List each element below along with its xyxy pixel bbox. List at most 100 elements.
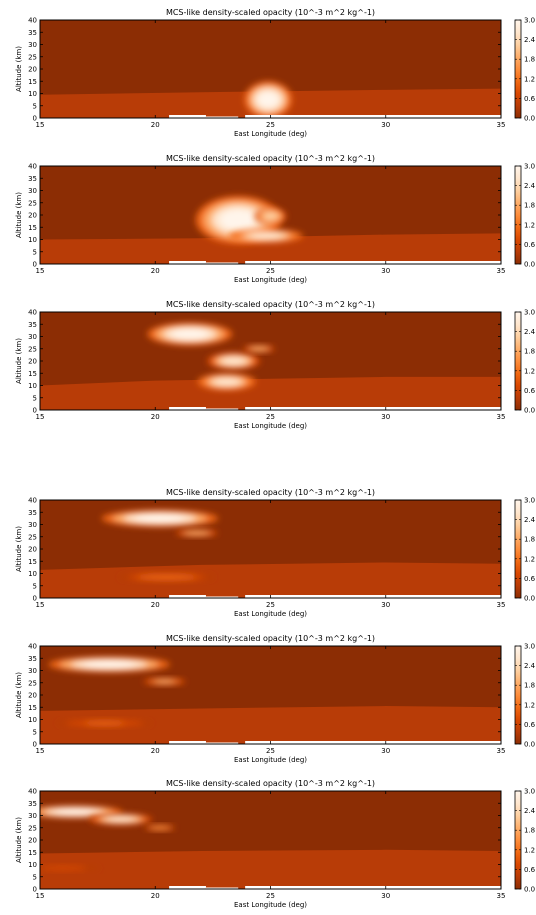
y-tick-label: 5 (33, 102, 37, 110)
y-tick-label: 40 (28, 497, 37, 505)
colorbar-tick-label: 0.0 (524, 407, 535, 415)
y-tick-label: 0 (33, 407, 37, 415)
y-tick-label: 5 (33, 582, 37, 590)
colorbar: 0.0 0.6 1.2 1.8 2.4 3.0 (514, 309, 536, 415)
colorbar-tick-label: 0.0 (524, 741, 535, 749)
surface-dust-layer (40, 562, 501, 598)
dust-cloud-1 (101, 509, 219, 527)
y-tick-label: 35 (28, 321, 37, 329)
x-tick-label: 15 (36, 747, 45, 755)
y-axis-label: Altitude (km) (15, 192, 23, 238)
x-tick-label: 25 (266, 121, 275, 129)
x-tick-label: 35 (497, 121, 506, 129)
colorbar-tick-label: 0.6 (524, 866, 536, 874)
dust-cloud-1 (40, 805, 123, 819)
x-tick-label: 15 (36, 121, 45, 129)
surface-gap (169, 886, 501, 889)
y-tick-label: 35 (28, 29, 37, 37)
panel-5: MCS-like density-scaled opacity (10^-3 m… (15, 634, 536, 764)
y-tick-label: 15 (28, 704, 37, 712)
y-axis-label: Altitude (km) (15, 338, 23, 384)
surface-dust-layer (40, 706, 501, 744)
x-tick-label: 30 (381, 747, 390, 755)
x-tick-label: 30 (381, 892, 390, 900)
y-tick-label: 10 (28, 861, 37, 869)
dust-cloud-2 (175, 529, 218, 537)
y-tick-label: 5 (33, 728, 37, 736)
colorbar-tick-label: 2.4 (524, 662, 536, 670)
y-tick-label: 20 (28, 66, 37, 74)
x-axis-label: East Longitude (deg) (234, 756, 307, 764)
x-tick-label: 35 (497, 601, 506, 609)
colorbar-tick-label: 0.6 (524, 95, 536, 103)
colorbar: 0.0 0.6 1.2 1.8 2.4 3.0 (514, 643, 536, 749)
x-tick-label: 35 (497, 413, 506, 421)
colorbar-tick-label: 0.6 (524, 721, 536, 729)
surface-dust-layer (40, 376, 501, 410)
colorbar-tick-label: 0.6 (524, 575, 536, 583)
x-tick-label: 20 (151, 413, 160, 421)
x-tick-label: 15 (36, 601, 45, 609)
colorbar-tick-label: 0.0 (524, 261, 535, 269)
colorbar-tick-label: 1.8 (524, 536, 535, 544)
y-tick-label: 5 (33, 873, 37, 881)
x-tick-label: 25 (266, 267, 275, 275)
colorbar-tick-label: 1.2 (524, 701, 535, 709)
y-tick-label: 10 (28, 382, 37, 390)
y-tick-label: 20 (28, 546, 37, 554)
y-tick-label: 35 (28, 800, 37, 808)
panel-3: MCS-like density-scaled opacity (10^-3 m… (15, 300, 536, 430)
x-axis-label: East Longitude (deg) (234, 276, 307, 284)
y-axis-label: Altitude (km) (15, 672, 23, 718)
dust-cloud-3 (56, 719, 153, 727)
y-tick-label: 25 (28, 533, 37, 541)
x-tick-label: 25 (266, 892, 275, 900)
x-tick-label: 25 (266, 413, 275, 421)
y-axis-label: Altitude (km) (15, 46, 23, 92)
y-tick-label: 30 (28, 521, 37, 529)
x-tick-label: 30 (381, 601, 390, 609)
colorbar-tick-label: 2.4 (524, 807, 536, 815)
y-tick-label: 5 (33, 394, 37, 402)
colorbar-tick-label: 0.6 (524, 241, 536, 249)
colorbar-tick-label: 2.4 (524, 36, 536, 44)
y-tick-label: 40 (28, 788, 37, 796)
chart-title: MCS-like density-scaled opacity (10^-3 m… (166, 300, 375, 309)
chart-title: MCS-like density-scaled opacity (10^-3 m… (166, 634, 375, 643)
x-tick-label: 15 (36, 892, 45, 900)
x-tick-label: 25 (266, 601, 275, 609)
y-tick-label: 35 (28, 175, 37, 183)
y-tick-label: 15 (28, 78, 37, 86)
surface-gap (169, 595, 501, 598)
colorbar-tick-label: 3.0 (524, 788, 535, 796)
dust-cloud-3 (119, 573, 215, 582)
colorbar-tick-label: 3.0 (524, 163, 535, 171)
y-tick-label: 30 (28, 667, 37, 675)
colorbar-tick-label: 0.0 (524, 595, 535, 603)
y-tick-label: 25 (28, 199, 37, 207)
x-axis-label: East Longitude (deg) (234, 422, 307, 430)
dust-cloud-3 (254, 207, 287, 225)
chart-title: MCS-like density-scaled opacity (10^-3 m… (166, 8, 375, 17)
dust-cloud-1 (244, 81, 293, 118)
y-tick-label: 10 (28, 570, 37, 578)
x-tick-label: 20 (151, 747, 160, 755)
colorbar: 0.0 0.6 1.2 1.8 2.4 3.0 (514, 788, 536, 894)
x-tick-label: 20 (151, 267, 160, 275)
colorbar: 0.0 0.6 1.2 1.8 2.4 3.0 (514, 497, 536, 603)
x-tick-label: 30 (381, 413, 390, 421)
y-tick-label: 10 (28, 90, 37, 98)
y-tick-label: 5 (33, 248, 37, 256)
y-tick-label: 25 (28, 345, 37, 353)
dust-cloud-4 (40, 865, 101, 871)
colorbar-tick-label: 2.4 (524, 182, 536, 190)
surface-gap (169, 261, 501, 264)
panel-1: MCS-like density-scaled opacity (10^-3 m… (15, 8, 536, 138)
colorbar-tick-label: 3.0 (524, 309, 535, 317)
y-tick-label: 30 (28, 187, 37, 195)
y-tick-label: 15 (28, 849, 37, 857)
surface-dust-layer (40, 233, 501, 264)
y-tick-label: 40 (28, 643, 37, 651)
